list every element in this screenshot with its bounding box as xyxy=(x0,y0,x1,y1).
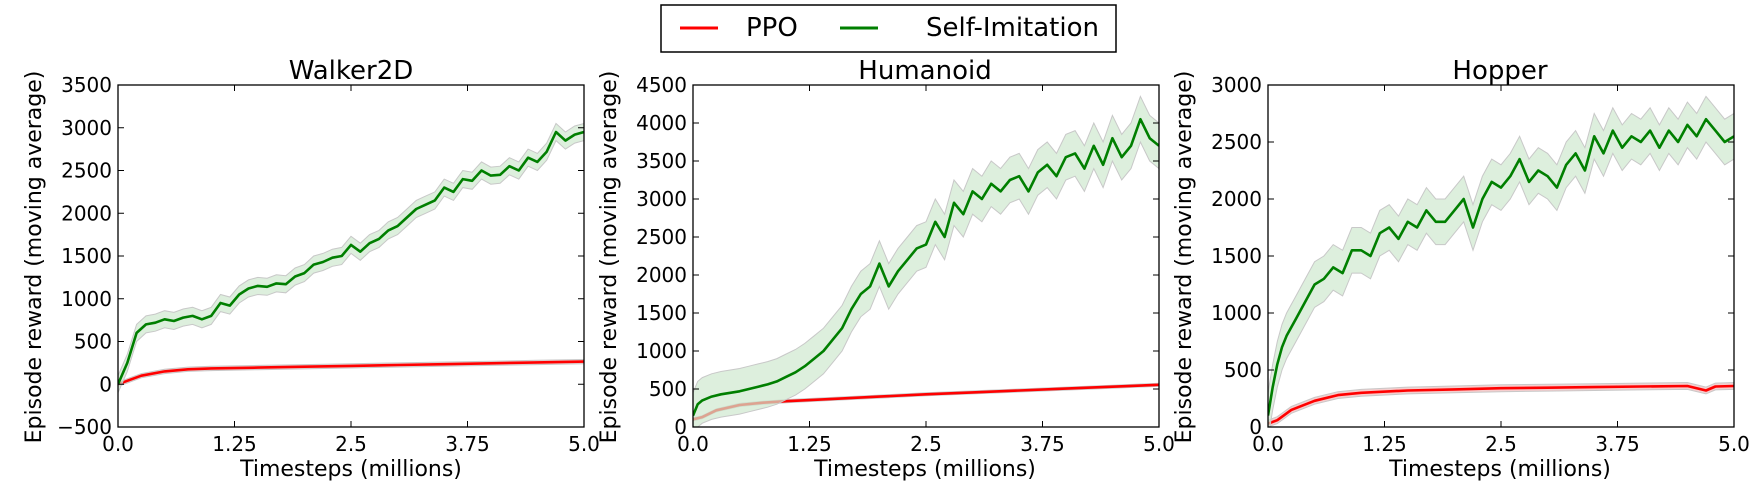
y-tick-label: 2000 xyxy=(61,201,112,225)
y-tick-label: 4000 xyxy=(636,111,687,135)
y-axis-ticks: 0 500 1000 1500 2000 2500 3000 xyxy=(1211,73,1734,439)
x-tick-label: 3.75 xyxy=(445,432,490,456)
x-tick-label: 0.0 xyxy=(1252,432,1284,456)
y-tick-label: 1000 xyxy=(636,339,687,363)
y-tick-label: 3500 xyxy=(61,73,112,97)
y-tick-label: 2000 xyxy=(636,263,687,287)
legend: PPO Self-Imitation xyxy=(660,4,1117,53)
y-tick-label: 4500 xyxy=(636,73,687,97)
y-tick-label: 0 xyxy=(674,415,687,439)
y-tick-label: 0 xyxy=(1249,415,1262,439)
chart-panel-humanoid: Humanoid 0.0 1.25 2.5 3.75 5.0 0 500 1000 1500 2… xyxy=(597,56,1175,482)
x-axis-ticks: 0.0 1.25 2.5 3.75 5.0 xyxy=(677,85,1175,456)
plot-series xyxy=(693,95,1159,427)
y-tick-label: 1000 xyxy=(61,287,112,311)
x-tick-label: 3.75 xyxy=(1020,432,1065,456)
x-tick-label: 5.0 xyxy=(1718,432,1750,456)
confidence-band-self-imitation xyxy=(1268,95,1734,427)
y-tick-label: 500 xyxy=(74,330,112,354)
legend-frame xyxy=(660,4,1117,53)
legend-label-self-imitation: Self-Imitation xyxy=(926,13,1099,43)
x-tick-label: 2.5 xyxy=(910,432,942,456)
y-tick-label: 1500 xyxy=(61,244,112,268)
chart-title: Hopper xyxy=(1452,56,1547,86)
plot-area xyxy=(1267,84,1735,428)
x-axis-ticks: 0.0 1.25 2.5 3.75 5.0 xyxy=(1252,85,1750,456)
x-tick-label: 1.25 xyxy=(1362,432,1407,456)
y-axis-label: Episode reward (moving average) xyxy=(22,71,47,444)
axes-frame xyxy=(117,84,585,428)
x-axis-label: Timesteps (millions) xyxy=(1388,457,1611,482)
chart-panel-hopper: Hopper 0.0 1.25 2.5 3.75 5.0 0 500 1000 1500 200… xyxy=(1172,56,1750,482)
legend-label-ppo: PPO xyxy=(746,13,798,43)
y-axis-label: Episode reward (moving average) xyxy=(597,71,622,444)
y-axis-label: Episode reward (moving average) xyxy=(1172,71,1197,444)
y-tick-label: 3000 xyxy=(61,116,112,140)
confidence-band-self-imitation xyxy=(118,122,584,393)
x-tick-label: 2.5 xyxy=(1485,432,1517,456)
x-tick-label: 0.0 xyxy=(677,432,709,456)
series-line-self-imitation xyxy=(118,130,584,385)
y-tick-label: 1500 xyxy=(636,301,687,325)
y-axis-ticks: −500 0 500 1000 1500 2000 2500 3000 3500 xyxy=(57,73,584,439)
series-line-ppo xyxy=(1268,384,1734,425)
y-tick-label: 1500 xyxy=(1211,244,1262,268)
y-tick-label: 2500 xyxy=(1211,130,1262,154)
confidence-band-ppo xyxy=(1268,381,1734,427)
y-tick-label: 0 xyxy=(99,372,112,396)
x-tick-label: 2.5 xyxy=(335,432,367,456)
y-tick-label: 2000 xyxy=(1211,187,1262,211)
x-axis-ticks: 0.0 1.25 2.5 3.75 5.0 xyxy=(102,85,600,456)
x-tick-label: 1.25 xyxy=(212,432,257,456)
y-tick-label: 3000 xyxy=(1211,73,1262,97)
y-axis-ticks: 0 500 1000 1500 2000 2500 3000 3500 4000 4500 xyxy=(636,73,1159,439)
chart-title: Humanoid xyxy=(858,56,991,86)
series-line-ppo xyxy=(118,360,584,386)
y-tick-label: 500 xyxy=(1224,358,1262,382)
series-line-self-imitation xyxy=(693,117,1159,417)
y-tick-label: 3000 xyxy=(636,187,687,211)
x-tick-label: 5.0 xyxy=(568,432,600,456)
chart-panel-walker2d: Walker2D 0.0 1.25 2.5 3.75 5.0 −500 0 500 1000 1… xyxy=(22,56,600,482)
plot-series xyxy=(118,122,584,393)
x-tick-label: 3.75 xyxy=(1595,432,1640,456)
y-tick-label: 1000 xyxy=(1211,301,1262,325)
x-tick-label: 0.0 xyxy=(102,432,134,456)
confidence-band-ppo xyxy=(118,358,584,387)
y-tick-label: 3500 xyxy=(636,149,687,173)
plot-series xyxy=(1268,95,1734,427)
plot-area xyxy=(692,84,1160,428)
y-tick-label: 500 xyxy=(649,377,687,401)
x-axis-label: Timesteps (millions) xyxy=(239,457,462,482)
plot-area xyxy=(117,84,585,428)
y-tick-label: 2500 xyxy=(61,159,112,183)
series-line-self-imitation xyxy=(1268,117,1734,416)
y-tick-label: 2500 xyxy=(636,225,687,249)
x-tick-label: 5.0 xyxy=(1143,432,1175,456)
x-axis-label: Timesteps (millions) xyxy=(813,457,1036,482)
y-tick-label: −500 xyxy=(57,415,112,439)
confidence-band-self-imitation xyxy=(693,95,1159,427)
x-tick-label: 1.25 xyxy=(787,432,832,456)
chart-title: Walker2D xyxy=(289,56,414,86)
